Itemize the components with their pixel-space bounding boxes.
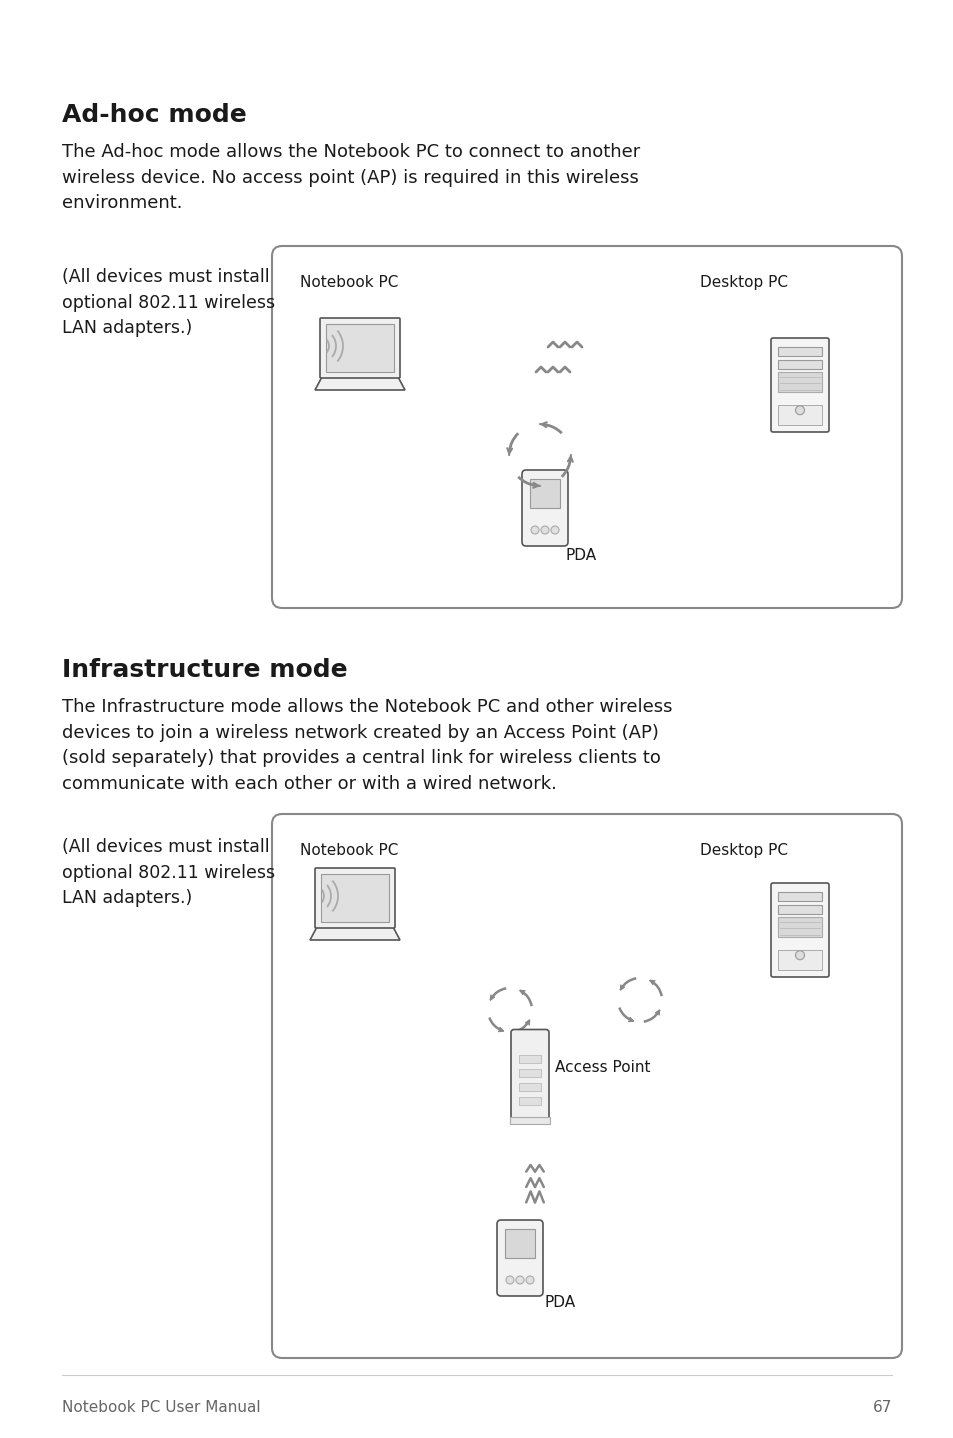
Bar [518, 1068, 540, 1077]
FancyBboxPatch shape [314, 869, 395, 928]
Bar [778, 892, 821, 902]
Text: PDA: PDA [544, 1296, 576, 1310]
Text: (All devices must install
optional 802.11 wireless
LAN adapters.): (All devices must install optional 802.1… [62, 267, 274, 338]
Text: (All devices must install
optional 802.11 wireless
LAN adapters.): (All devices must install optional 802.1… [62, 838, 274, 907]
Circle shape [795, 951, 803, 959]
FancyBboxPatch shape [511, 1030, 548, 1120]
Circle shape [516, 1276, 523, 1284]
Bar [778, 951, 821, 969]
Bar [778, 917, 821, 938]
FancyBboxPatch shape [272, 246, 901, 608]
Bar [518, 1055, 540, 1063]
Circle shape [505, 1276, 514, 1284]
Text: Notebook PC: Notebook PC [299, 275, 398, 290]
Text: PDA: PDA [565, 548, 597, 564]
Bar [504, 1229, 535, 1258]
Bar [778, 360, 821, 368]
Bar [510, 1116, 550, 1123]
Circle shape [795, 406, 803, 414]
Bar [530, 479, 559, 508]
Text: Notebook PC: Notebook PC [299, 843, 398, 858]
Text: Desktop PC: Desktop PC [700, 843, 787, 858]
Bar [518, 1097, 540, 1104]
Bar [778, 372, 821, 393]
Text: Infrastructure mode: Infrastructure mode [62, 659, 347, 682]
Bar [320, 874, 389, 922]
Polygon shape [314, 375, 405, 390]
Bar [778, 905, 821, 913]
Circle shape [540, 526, 548, 533]
Bar [518, 1083, 540, 1091]
FancyBboxPatch shape [319, 318, 399, 378]
Circle shape [525, 1276, 534, 1284]
Bar [778, 347, 821, 357]
Text: The Infrastructure mode allows the Notebook PC and other wireless
devices to joi: The Infrastructure mode allows the Noteb… [62, 697, 672, 794]
FancyBboxPatch shape [521, 470, 567, 546]
FancyBboxPatch shape [497, 1219, 542, 1296]
Text: Desktop PC: Desktop PC [700, 275, 787, 290]
Circle shape [531, 526, 538, 533]
Circle shape [551, 526, 558, 533]
FancyBboxPatch shape [770, 883, 828, 976]
FancyBboxPatch shape [272, 814, 901, 1357]
Polygon shape [310, 925, 399, 940]
Text: Ad-hoc mode: Ad-hoc mode [62, 104, 247, 127]
Text: Access Point: Access Point [555, 1060, 650, 1076]
Bar [778, 406, 821, 424]
Bar [326, 324, 394, 372]
FancyBboxPatch shape [770, 338, 828, 431]
Text: The Ad-hoc mode allows the Notebook PC to connect to another
wireless device. No: The Ad-hoc mode allows the Notebook PC t… [62, 142, 639, 213]
Text: 67: 67 [872, 1401, 891, 1415]
Text: Notebook PC User Manual: Notebook PC User Manual [62, 1401, 260, 1415]
